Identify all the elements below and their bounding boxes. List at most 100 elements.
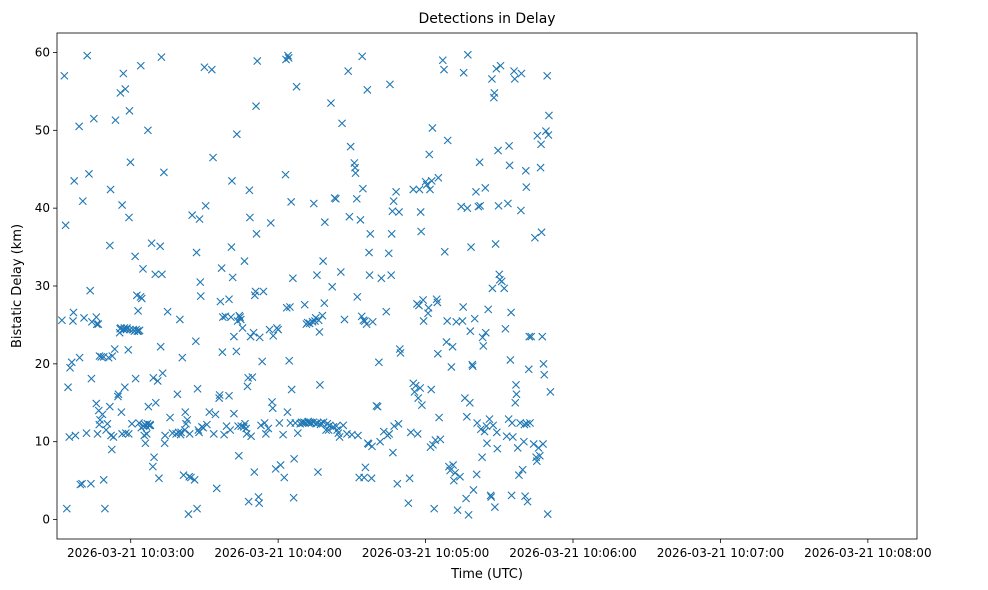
data-point — [319, 257, 328, 266]
data-point — [516, 206, 525, 215]
data-point — [125, 325, 134, 334]
data-point — [363, 85, 372, 94]
data-point — [217, 264, 226, 273]
data-point — [119, 69, 128, 78]
data-point — [135, 419, 144, 427]
data-point — [521, 166, 530, 175]
data-point — [428, 123, 437, 132]
data-point — [473, 419, 482, 427]
data-point — [470, 314, 479, 323]
data-point — [125, 213, 133, 222]
data-point — [520, 420, 529, 429]
data-point — [468, 362, 477, 371]
data-point — [148, 462, 157, 471]
data-point — [478, 453, 487, 462]
data-point — [200, 63, 209, 72]
data-point — [467, 243, 476, 252]
data-point — [368, 317, 377, 326]
data-point — [487, 492, 496, 501]
data-point — [251, 287, 260, 296]
data-point — [229, 409, 238, 418]
data-point — [179, 471, 188, 480]
data-point — [409, 185, 418, 194]
data-point — [543, 71, 552, 80]
data-point — [183, 415, 192, 424]
data-point — [252, 102, 261, 111]
data-point — [300, 300, 309, 309]
data-point — [490, 503, 499, 512]
data-point — [457, 202, 466, 211]
data-point — [292, 82, 301, 91]
data-point — [238, 324, 247, 333]
data-point — [184, 510, 193, 519]
data-point — [336, 267, 345, 276]
data-point — [480, 427, 489, 436]
data-point — [535, 451, 544, 460]
x-tick-label: 2026-03-21 10:04:00 — [214, 546, 341, 560]
data-point — [546, 387, 555, 396]
y-tick-label: 40 — [35, 201, 50, 215]
data-point — [357, 312, 366, 321]
data-point — [541, 127, 550, 136]
data-point — [99, 475, 108, 484]
data-point — [193, 384, 202, 393]
data-point — [492, 428, 501, 437]
data-point — [87, 374, 96, 383]
data-point — [395, 208, 404, 217]
data-point — [237, 422, 246, 431]
plot-area — [56, 32, 918, 540]
data-point — [508, 419, 517, 427]
data-point — [448, 342, 457, 351]
data-point — [481, 328, 490, 337]
data-point — [417, 401, 426, 410]
x-axis-label: Time (UTC) — [450, 567, 523, 582]
data-point — [264, 424, 273, 433]
data-point — [427, 176, 436, 185]
data-point — [462, 494, 471, 503]
data-point — [377, 274, 386, 283]
data-point — [249, 328, 258, 337]
data-point — [236, 315, 245, 324]
data-point — [482, 422, 491, 431]
data-point — [512, 390, 521, 399]
data-point — [345, 212, 354, 221]
data-point — [191, 337, 200, 346]
data-point — [147, 239, 156, 248]
data-point — [344, 67, 353, 76]
data-point — [226, 313, 235, 322]
data-point — [537, 228, 546, 237]
data-point — [126, 158, 135, 167]
data-point — [413, 429, 422, 438]
data-point — [358, 52, 367, 61]
data-point — [466, 327, 475, 336]
data-point — [476, 425, 485, 434]
data-point — [540, 370, 549, 379]
data-point — [320, 299, 329, 308]
data-point — [83, 51, 92, 60]
data-point — [143, 126, 152, 135]
data-point — [247, 432, 256, 441]
y-tick-label: 10 — [35, 435, 50, 449]
data-point — [118, 201, 127, 210]
data-point — [433, 298, 442, 307]
data-point — [459, 68, 468, 77]
data-point — [256, 421, 265, 430]
data-point — [265, 325, 274, 334]
data-point — [66, 363, 75, 372]
data-point — [496, 61, 505, 70]
data-point — [250, 468, 259, 477]
data-point — [405, 474, 414, 483]
data-point — [486, 491, 495, 500]
data-point — [326, 99, 335, 108]
data-point — [86, 479, 95, 488]
data-point — [425, 150, 434, 159]
data-point — [416, 383, 425, 392]
data-point — [105, 402, 114, 411]
data-point — [173, 390, 182, 399]
data-point — [157, 270, 166, 279]
data-point — [417, 227, 426, 236]
data-point — [525, 332, 534, 341]
data-point — [285, 356, 294, 365]
data-point — [287, 385, 296, 394]
data-point — [505, 141, 514, 150]
